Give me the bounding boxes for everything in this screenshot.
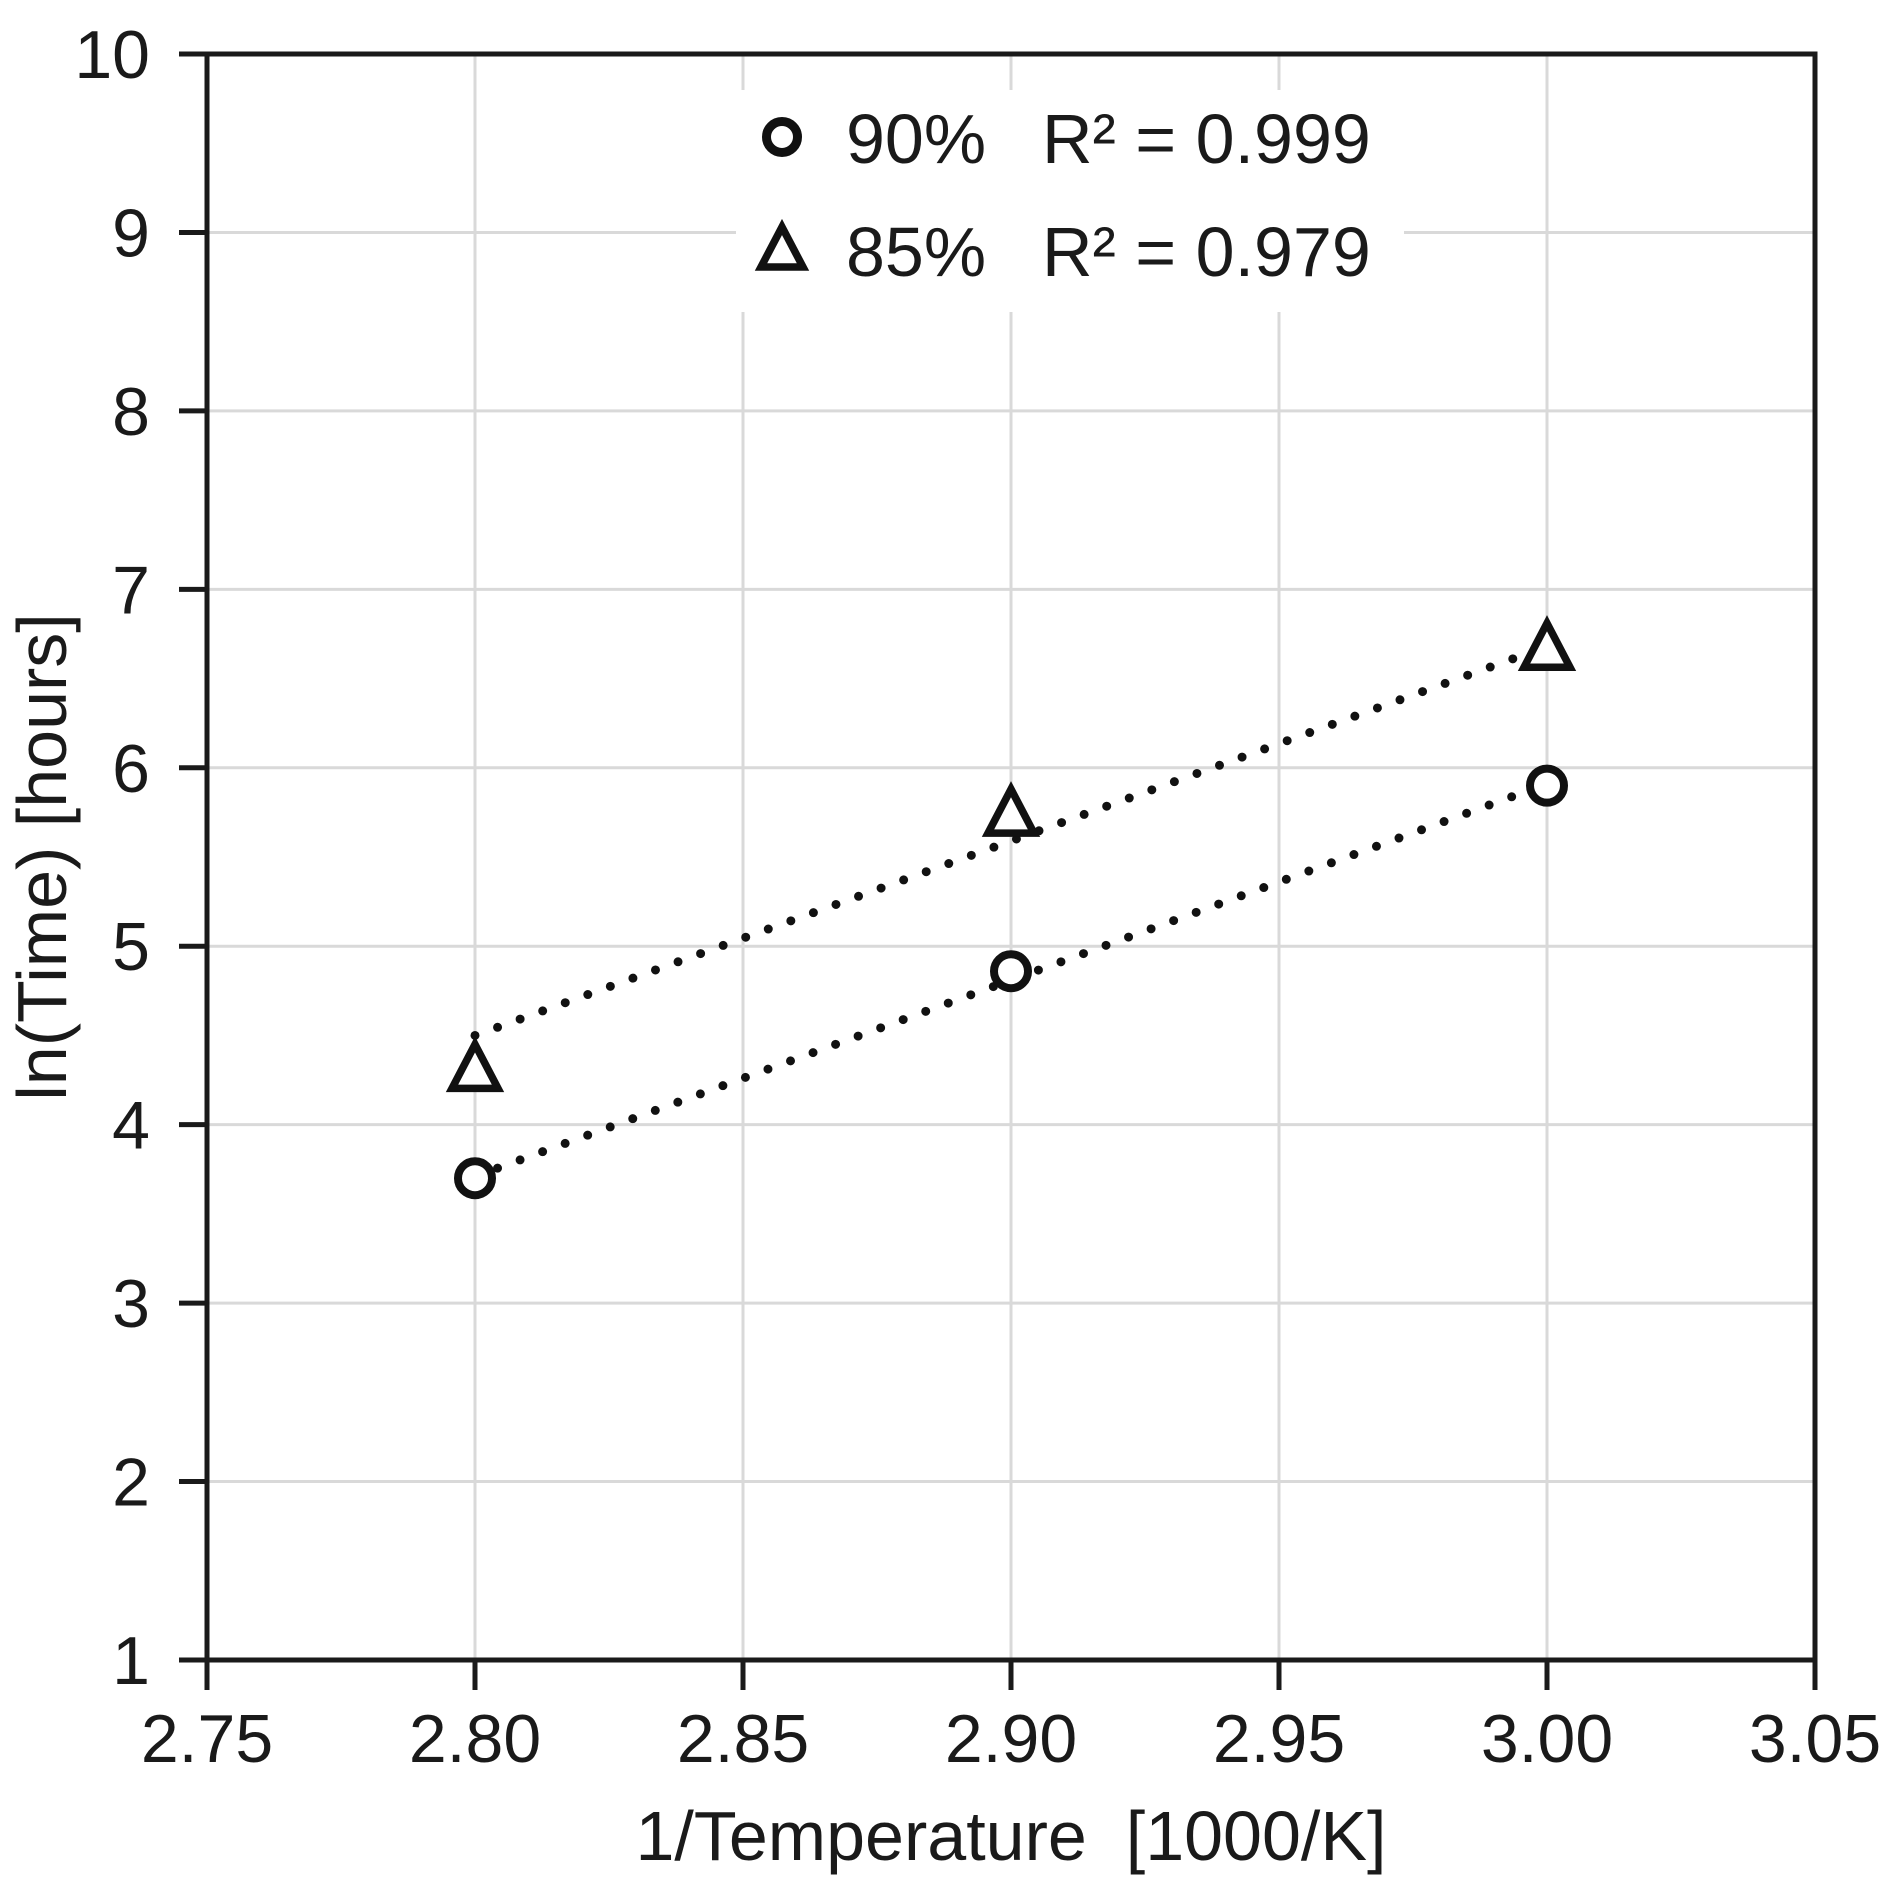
- svg-text:2: 2: [112, 1445, 150, 1521]
- x-tick-labels: 2.75 2.80 2.85 2.90 2.95 3.00 3.05: [141, 1701, 1881, 1777]
- svg-text:7: 7: [112, 552, 150, 628]
- svg-text:3: 3: [112, 1266, 150, 1342]
- y-axis-title: ln(Time) [hours]: [3, 613, 81, 1101]
- svg-text:2.80: 2.80: [409, 1701, 541, 1777]
- svg-text:1: 1: [112, 1623, 150, 1699]
- axis-titles: 1/Temperature [1000/K] ln(Time) [hours]: [3, 613, 1387, 1875]
- svg-text:2.95: 2.95: [1213, 1701, 1345, 1777]
- legend-r2-label: R² = 0.979: [1042, 213, 1371, 291]
- svg-text:3.05: 3.05: [1749, 1701, 1881, 1777]
- svg-text:9: 9: [112, 195, 150, 271]
- svg-text:2.85: 2.85: [677, 1701, 809, 1777]
- x-axis-title: 1/Temperature [1000/K]: [636, 1797, 1387, 1875]
- legend: 90% R² = 0.999 85% R² = 0.979: [736, 90, 1404, 312]
- svg-text:6: 6: [112, 731, 150, 807]
- y-tick-labels: 1 2 3 4 5 6 7 8 9 10: [74, 17, 150, 1699]
- trendline-90%: [470, 779, 1552, 1181]
- svg-text:5: 5: [112, 909, 150, 985]
- svg-text:4: 4: [112, 1088, 150, 1164]
- legend-series-label: 85%: [846, 213, 986, 291]
- legend-r2-label: R² = 0.999: [1042, 100, 1371, 178]
- legend-triangle-marker-icon: [754, 218, 810, 271]
- plot-border: [204, 51, 1818, 1663]
- legend-entry-90%: 90% R² = 0.999: [762, 100, 1371, 178]
- series-85%: [445, 615, 1577, 1093]
- series-90%: [454, 764, 1568, 1200]
- svg-text:10: 10: [74, 17, 150, 93]
- svg-text:8: 8: [112, 374, 150, 450]
- trendline-85%: [470, 641, 1552, 1040]
- axis-ticks: [179, 51, 1818, 1690]
- legend-circle-marker-icon: [762, 117, 802, 157]
- legend-entry-85%: 85% R² = 0.979: [754, 213, 1371, 291]
- legend-series-label: 90%: [846, 100, 986, 178]
- svg-text:2.75: 2.75: [141, 1701, 273, 1777]
- svg-text:2.90: 2.90: [945, 1701, 1077, 1777]
- svg-text:3.00: 3.00: [1481, 1701, 1613, 1777]
